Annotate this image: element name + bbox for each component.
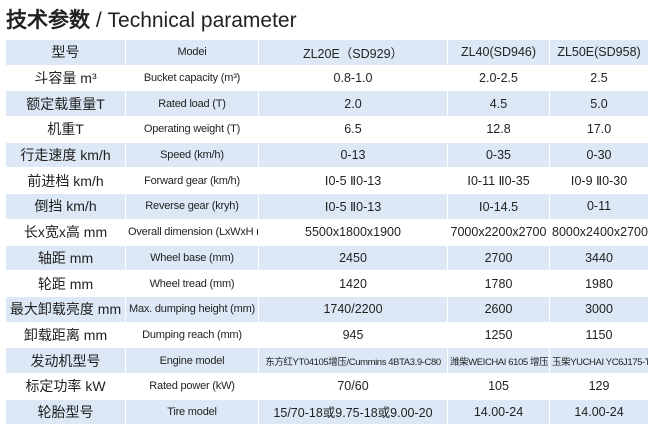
table-cell: Rated power (kW)	[125, 372, 259, 400]
table-cell: Ⅰ0-5 Ⅱ0-13	[258, 193, 448, 220]
table-cell: 0-11	[549, 193, 649, 220]
table-cell: 1150	[549, 321, 649, 349]
table-cell: 倒挡 km/h	[5, 193, 126, 220]
table-cell: 2.5	[549, 64, 649, 92]
table-cell: 2700	[447, 244, 550, 272]
table-row: 行走速度 km/h Speed (km/h) 0-13 0-35 0-30	[5, 141, 649, 169]
table-row: 轮距 mm Wheel tread (mm) 1420 1780 1980	[5, 270, 649, 297]
table-cell: Wheel tread (mm)	[125, 270, 259, 297]
table-cell: Speed (km/h)	[125, 141, 259, 169]
table-cell: Overall dimension (LxWxH mm)	[125, 218, 259, 246]
table-body: 型号 Modei ZL20E（SD929） ZL40(SD946) ZL50E(SD95…	[5, 39, 649, 426]
table-cell: 3000	[549, 295, 649, 323]
table-cell: 1740/2200	[258, 295, 448, 323]
title-cn: 技术参数	[6, 9, 90, 32]
table-cell: 潍柴WEICHAI 6105 增压	[447, 347, 550, 374]
table-cell: 2.0-2.5	[447, 64, 550, 92]
header-row: 型号 Modei ZL20E（SD929） ZL40(SD946) ZL50E(SD95…	[5, 39, 649, 66]
title-en: / Technical parameter	[95, 9, 297, 32]
table-cell: Wheel base (mm)	[125, 244, 259, 272]
table-row: 机重T Operating weight (T) 6.5 12.8 17.0	[5, 116, 649, 143]
table-row: 最大卸载亮度 mm Max. dumping height (mm) 1740/22…	[5, 295, 649, 323]
table-cell: Engine model	[125, 347, 259, 374]
table-cell: 1250	[447, 321, 550, 349]
table-cell: 东方红YT04105增压/Cummins 4BTA3.9-C80	[258, 347, 448, 374]
table-cell: 70/60	[258, 372, 448, 400]
table-cell: 斗容量 m³	[5, 64, 126, 92]
table-cell: 945	[258, 321, 448, 349]
table-row: 标定功率 kW Rated power (kW) 70/60 105 129	[5, 372, 649, 400]
table-cell: 机重T	[5, 116, 126, 143]
table-cell: 7000x2200x2700	[447, 218, 550, 246]
table-row: 前进档 km/h Forward gear (km/h) Ⅰ0-5 Ⅱ0-13 Ⅰ0-…	[5, 167, 649, 195]
table-cell: 轮距 mm	[5, 270, 126, 297]
table-row: 轮胎型号 Tire model 15/70-18或9.75-18或9.00-20 14…	[5, 398, 649, 426]
table-cell: 14.00-24	[549, 398, 649, 426]
header-cell: ZL50E(SD958)	[549, 39, 649, 66]
table-cell: 轮胎型号	[5, 398, 126, 426]
table-cell: Ⅰ0-14.5	[447, 193, 550, 220]
table-cell: Rated load (T)	[125, 90, 259, 118]
table-cell: 最大卸载亮度 mm	[5, 295, 126, 323]
header-cell: 型号	[5, 39, 126, 66]
table-cell: Max. dumping height (mm)	[125, 295, 259, 323]
table-cell: 1980	[549, 270, 649, 297]
spec-table: 型号 Modei ZL20E（SD929） ZL40(SD946) ZL50E(SD95…	[5, 39, 649, 426]
table-row: 倒挡 km/h Reverse gear (kryh) Ⅰ0-5 Ⅱ0-13 Ⅰ0-1…	[5, 193, 649, 220]
table-cell: 6.5	[258, 116, 448, 143]
table-cell: Dumping reach (mm)	[125, 321, 259, 349]
table-cell: 3440	[549, 244, 649, 272]
table-cell: 1420	[258, 270, 448, 297]
header-cell: ZL40(SD946)	[447, 39, 550, 66]
header-cell: ZL20E（SD929）	[258, 39, 448, 66]
table-cell: 15/70-18或9.75-18或9.00-20	[258, 398, 448, 426]
table-cell: 轴距 mm	[5, 244, 126, 272]
table-cell: Bucket capacity (m³)	[125, 64, 259, 92]
table-cell: Ⅰ0-9 Ⅱ0-30	[549, 167, 649, 195]
table-cell: 1780	[447, 270, 550, 297]
table-cell: 0-30	[549, 141, 649, 169]
table-cell: 标定功率 kW	[5, 372, 126, 400]
table-cell: 0-35	[447, 141, 550, 169]
table-row: 额定载重量T Rated load (T) 2.0 4.5 5.0	[5, 90, 649, 118]
table-row: 发动机型号 Engine model 东方红YT04105增压/Cummins 4B…	[5, 347, 649, 374]
table-cell: 0.8-1.0	[258, 64, 448, 92]
table-cell: Ⅰ0-11 Ⅱ0-35	[447, 167, 550, 195]
header-cell: Modei	[125, 39, 259, 66]
table-cell: 卸载距离 mm	[5, 321, 126, 349]
table-cell: Forward gear (km/h)	[125, 167, 259, 195]
table-cell: 长x宽x高 mm	[5, 218, 126, 246]
title: 技术参数 / Technical parameter	[6, 4, 297, 34]
table-cell: 2.0	[258, 90, 448, 118]
table-cell: 8000x2400x2700	[549, 218, 649, 246]
table-cell: Operating weight (T)	[125, 116, 259, 143]
table-cell: Tire model	[125, 398, 259, 426]
table-cell: 前进档 km/h	[5, 167, 126, 195]
table-cell: 4.5	[447, 90, 550, 118]
table-cell: 5.0	[549, 90, 649, 118]
table-cell: Ⅰ0-5 Ⅱ0-13	[258, 167, 448, 195]
table-cell: 玉柴YUCHAI YC6J175-T302	[549, 347, 649, 374]
table-cell: 2600	[447, 295, 550, 323]
table-cell: 105	[447, 372, 550, 400]
table-row: 卸载距离 mm Dumping reach (mm) 945 1250 1150	[5, 321, 649, 349]
table-cell: 12.8	[447, 116, 550, 143]
table-cell: 14.00-24	[447, 398, 550, 426]
table-row: 轴距 mm Wheel base (mm) 2450 2700 3440	[5, 244, 649, 272]
table-row: 斗容量 m³ Bucket capacity (m³) 0.8-1.0 2.0-2.5…	[5, 64, 649, 92]
table-cell: Reverse gear (kryh)	[125, 193, 259, 220]
table-cell: 0-13	[258, 141, 448, 169]
table-cell: 129	[549, 372, 649, 400]
table-cell: 5500x1800x1900	[258, 218, 448, 246]
table-cell: 行走速度 km/h	[5, 141, 126, 169]
table-cell: 发动机型号	[5, 347, 126, 374]
table-cell: 2450	[258, 244, 448, 272]
table-cell: 17.0	[549, 116, 649, 143]
table-cell: 额定载重量T	[5, 90, 126, 118]
